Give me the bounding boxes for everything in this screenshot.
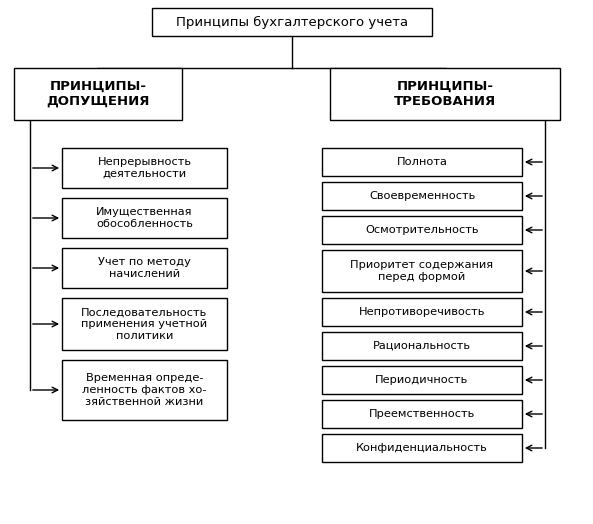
Text: Приоритет содержания
перед формой: Приоритет содержания перед формой — [350, 260, 493, 282]
Text: Рациональность: Рациональность — [373, 341, 471, 351]
Text: ПРИНЦИПЫ-
ТРЕБОВАНИЯ: ПРИНЦИПЫ- ТРЕБОВАНИЯ — [394, 80, 496, 108]
Text: Полнота: Полнота — [397, 157, 448, 167]
FancyBboxPatch shape — [330, 68, 560, 120]
FancyBboxPatch shape — [322, 332, 522, 360]
FancyBboxPatch shape — [322, 250, 522, 292]
FancyBboxPatch shape — [322, 400, 522, 428]
FancyBboxPatch shape — [322, 216, 522, 244]
Text: Принципы бухгалтерского учета: Принципы бухгалтерского учета — [176, 16, 408, 28]
FancyBboxPatch shape — [322, 298, 522, 326]
Text: Имущественная
обособленность: Имущественная обособленность — [96, 207, 193, 229]
Text: Периодичность: Периодичность — [375, 375, 468, 385]
FancyBboxPatch shape — [152, 8, 432, 36]
FancyBboxPatch shape — [322, 148, 522, 176]
FancyBboxPatch shape — [322, 366, 522, 394]
Text: Последовательность
применения учетной
политики: Последовательность применения учетной по… — [81, 308, 208, 341]
Text: Непрерывность
деятельности: Непрерывность деятельности — [97, 157, 192, 179]
Text: Конфиденциальность: Конфиденциальность — [356, 443, 488, 453]
Text: Осмотрительность: Осмотрительность — [365, 225, 479, 235]
FancyBboxPatch shape — [62, 360, 227, 420]
FancyBboxPatch shape — [322, 182, 522, 210]
Text: Своевременность: Своевременность — [369, 191, 475, 201]
FancyBboxPatch shape — [14, 68, 182, 120]
FancyBboxPatch shape — [62, 198, 227, 238]
Text: Временная опреде-
ленность фактов хо-
зяйственной жизни: Временная опреде- ленность фактов хо- зя… — [82, 374, 207, 407]
FancyBboxPatch shape — [62, 248, 227, 288]
Text: ПРИНЦИПЫ-
ДОПУЩЕНИЯ: ПРИНЦИПЫ- ДОПУЩЕНИЯ — [46, 80, 149, 108]
Text: Учет по методу
начислений: Учет по методу начислений — [98, 257, 191, 279]
Text: Непротиворечивость: Непротиворечивость — [359, 307, 485, 317]
Text: Преемственность: Преемственность — [369, 409, 475, 419]
FancyBboxPatch shape — [62, 148, 227, 188]
FancyBboxPatch shape — [62, 298, 227, 350]
FancyBboxPatch shape — [322, 434, 522, 462]
